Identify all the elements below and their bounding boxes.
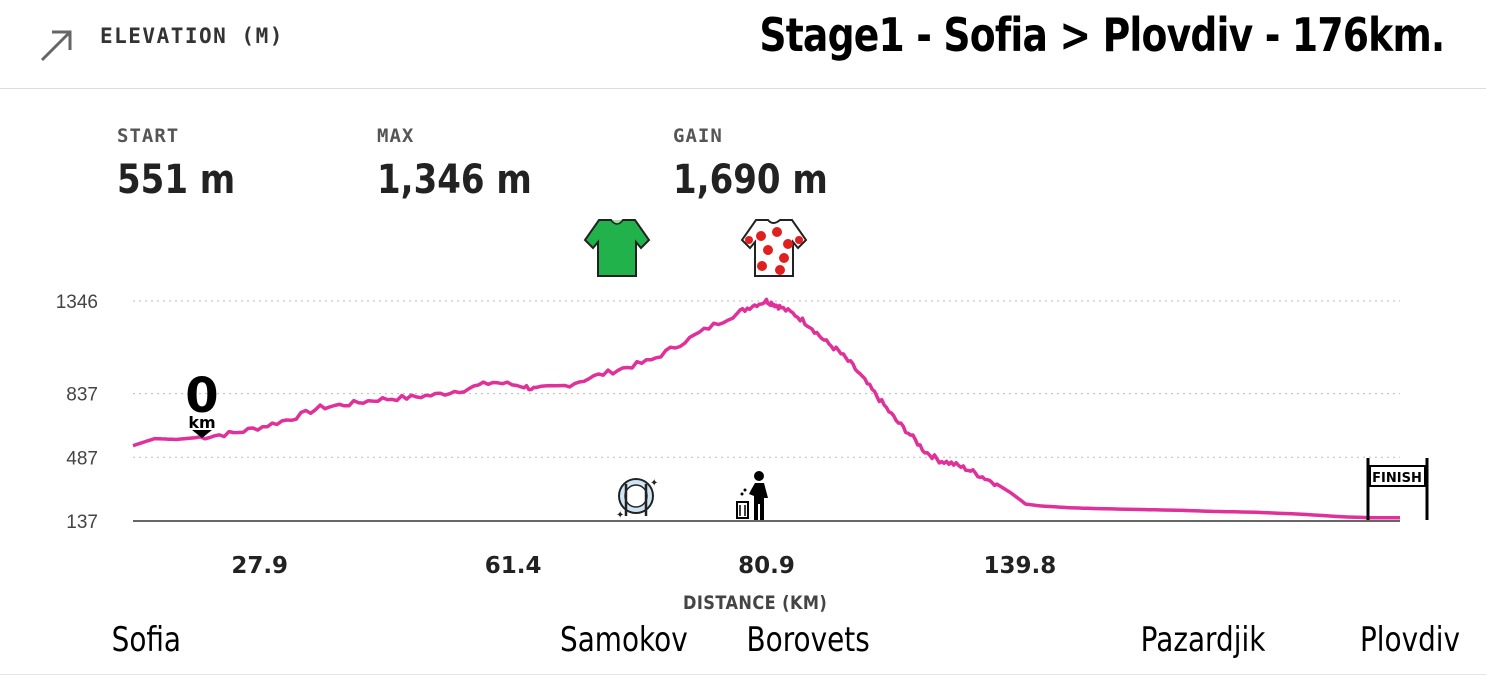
footer-divider — [0, 674, 1486, 675]
stat-start-value: 551 m — [117, 157, 236, 203]
y-tick-label: 487 — [66, 448, 98, 469]
town-pazardjik: Pazardjik — [1140, 620, 1266, 660]
stat-gain: GAIN 1,690 m — [673, 125, 855, 203]
y-tick-label: 1346 — [56, 292, 98, 313]
green-jersey-icon — [583, 219, 651, 277]
km-zero-marker: 0 km — [185, 368, 219, 438]
town-plovdiv: Plovdiv — [1359, 620, 1461, 660]
x-tick-label: 61.4 — [485, 553, 542, 579]
stat-max: MAX 1,346 m — [377, 125, 559, 203]
km-zero-number: 0 — [185, 368, 218, 424]
y-tick-label: 837 — [66, 385, 98, 406]
stat-start: START 551 m — [117, 125, 256, 203]
polka-dot-jersey-icon — [740, 219, 808, 277]
finish-label: FINISH — [1372, 471, 1422, 486]
stage-title: Stage1 - Sofia > Plovdiv - 176km. — [758, 8, 1445, 62]
x-axis-label: DISTANCE (KM) — [683, 592, 828, 614]
stat-max-value: 1,346 m — [377, 157, 532, 203]
y-tick-label: 137 — [66, 512, 98, 533]
finish-banner-icon: FINISH — [1366, 458, 1429, 520]
stat-max-label: MAX — [377, 125, 415, 147]
svg-text:✦: ✦ — [616, 510, 624, 521]
stat-gain-label: GAIN — [673, 125, 723, 147]
town-samokov: Samokov — [560, 620, 688, 660]
header-bar: ELEVATION (M) Stage1 - Sofia > Plovdiv -… — [0, 0, 1486, 89]
litter-zone-icon — [736, 471, 768, 520]
x-tick-label: 80.9 — [738, 553, 795, 579]
elevation-label: ELEVATION (M) — [100, 24, 284, 48]
x-tick-label: 139.8 — [984, 553, 1057, 579]
x-tick-label: 27.9 — [231, 553, 288, 579]
svg-text:✦: ✦ — [650, 478, 658, 489]
expand-arrow-icon[interactable] — [36, 26, 76, 66]
feed-zone-icon: ✦ ✦ — [616, 478, 658, 521]
elevation-profile-line[interactable] — [132, 297, 1400, 520]
stat-start-label: START — [117, 125, 180, 147]
town-sofia: Sofia — [111, 620, 182, 660]
town-borovets: Borovets — [746, 620, 870, 660]
km-zero-unit: km — [188, 413, 215, 432]
stat-gain-value: 1,690 m — [673, 157, 828, 203]
